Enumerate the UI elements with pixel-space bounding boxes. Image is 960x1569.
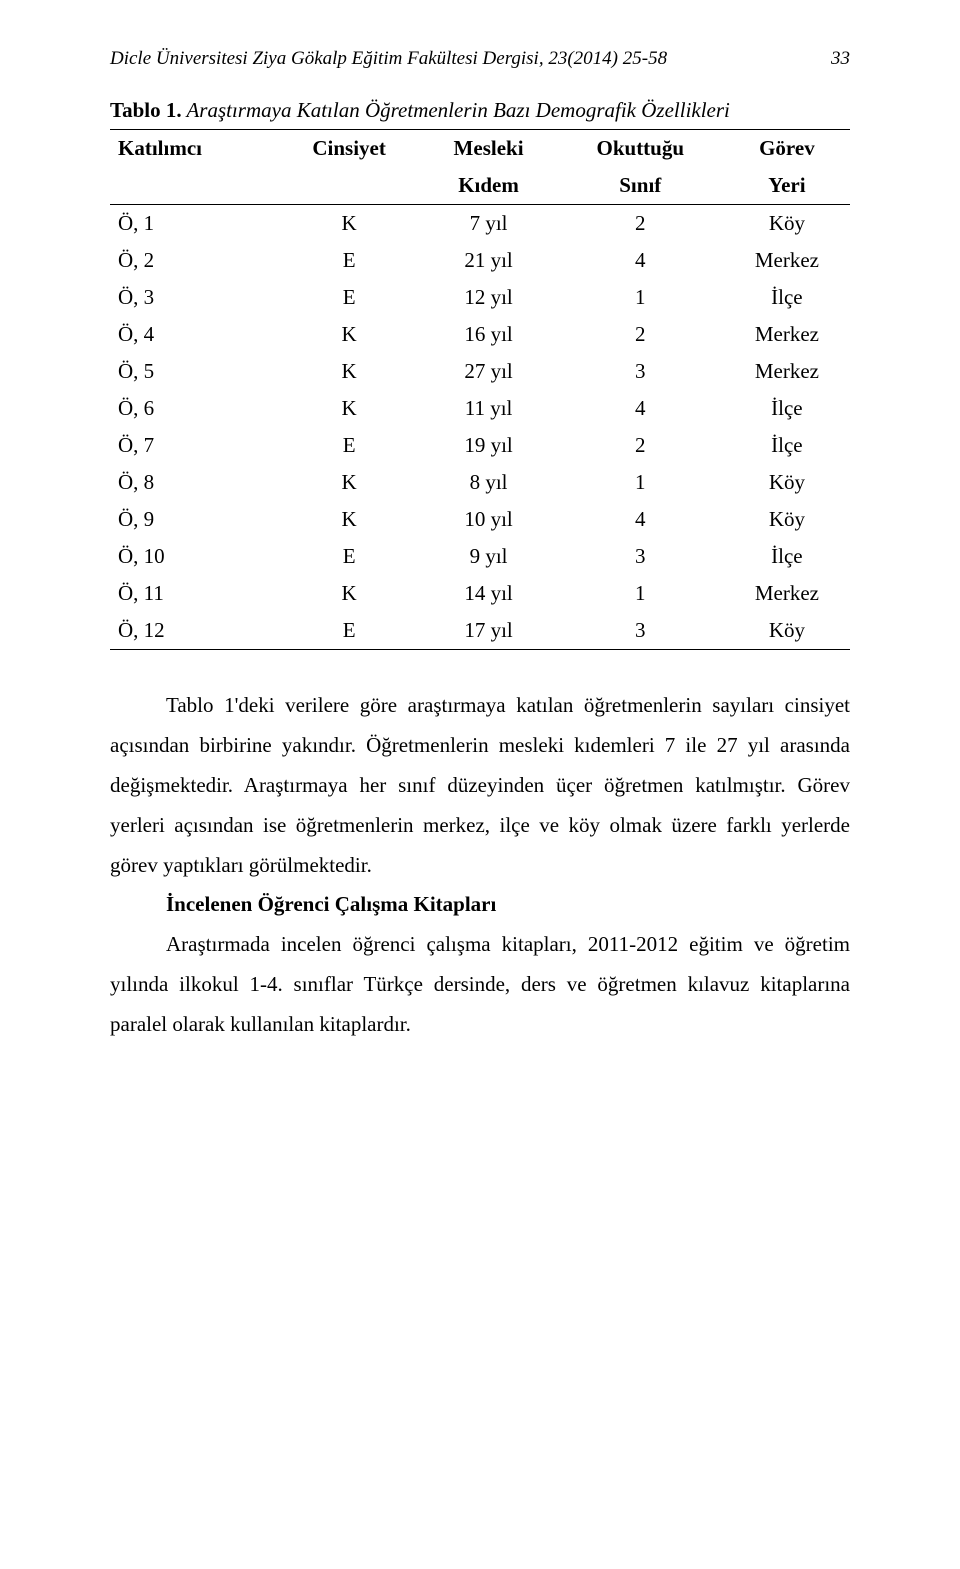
table-cell: 4 <box>557 242 724 279</box>
table-cell: Ö, 8 <box>110 464 278 501</box>
table-cell: 4 <box>557 501 724 538</box>
demographics-table: Katılımcı Cinsiyet Mesleki Okuttuğu Göre… <box>110 129 850 650</box>
table-header-row: Katılımcı Cinsiyet Mesleki Okuttuğu Göre… <box>110 130 850 168</box>
paragraph-1: Tablo 1'deki verilere göre araştırmaya k… <box>110 686 850 885</box>
table-cell: Merkez <box>724 242 850 279</box>
table-cell: 19 yıl <box>420 427 556 464</box>
table-cell: İlçe <box>724 427 850 464</box>
journal-title: Dicle Üniversitesi Ziya Gökalp Eğitim Fa… <box>110 48 810 70</box>
table-cell: Merkez <box>724 575 850 612</box>
table-cell: 12 yıl <box>420 279 556 316</box>
table-cell: 1 <box>557 575 724 612</box>
table-body: Ö, 1K7 yıl2KöyÖ, 2E21 yıl4MerkezÖ, 3E12 … <box>110 205 850 650</box>
table-cell: E <box>278 538 421 575</box>
table-cell: K <box>278 501 421 538</box>
table-cell: 11 yıl <box>420 390 556 427</box>
table-header-row-2: Kıdem Sınıf Yeri <box>110 167 850 205</box>
col-location-2: Yeri <box>724 167 850 205</box>
col-gender-2 <box>278 167 421 205</box>
table-row: Ö, 8K8 yıl1Köy <box>110 464 850 501</box>
table-cell: 9 yıl <box>420 538 556 575</box>
table-caption: Tablo 1. Araştırmaya Katılan Öğretmenler… <box>110 98 850 123</box>
table-cell: 3 <box>557 353 724 390</box>
table-row: Ö, 4K16 yıl2Merkez <box>110 316 850 353</box>
table-cell: E <box>278 242 421 279</box>
table-cell: Ö, 5 <box>110 353 278 390</box>
table-cell: 2 <box>557 316 724 353</box>
table-cell: 2 <box>557 427 724 464</box>
table-row: Ö, 10E9 yıl3İlçe <box>110 538 850 575</box>
col-grade: Okuttuğu <box>557 130 724 168</box>
table-row: Ö, 12E17 yıl3Köy <box>110 612 850 650</box>
table-row: Ö, 11K14 yıl1Merkez <box>110 575 850 612</box>
col-grade-2: Sınıf <box>557 167 724 205</box>
table-row: Ö, 1K7 yıl2Köy <box>110 205 850 243</box>
table-cell: Ö, 11 <box>110 575 278 612</box>
table-cell: Ö, 1 <box>110 205 278 243</box>
paragraph-2: Araştırmada incelen öğrenci çalışma kita… <box>110 925 850 1045</box>
table-cell: 8 yıl <box>420 464 556 501</box>
table-cell: E <box>278 612 421 650</box>
table-cell: E <box>278 279 421 316</box>
table-cell: 3 <box>557 538 724 575</box>
table-cell: E <box>278 427 421 464</box>
table-cell: 1 <box>557 279 724 316</box>
table-cell: Merkez <box>724 353 850 390</box>
table-row: Ö, 6K11 yıl4İlçe <box>110 390 850 427</box>
table-cell: 3 <box>557 612 724 650</box>
table-cell: Köy <box>724 612 850 650</box>
table-cell: Köy <box>724 501 850 538</box>
page-number: 33 <box>810 48 850 70</box>
table-cell: 27 yıl <box>420 353 556 390</box>
running-header: Dicle Üniversitesi Ziya Gökalp Eğitim Fa… <box>110 48 850 70</box>
table-cell: 16 yıl <box>420 316 556 353</box>
table-cell: İlçe <box>724 390 850 427</box>
table-cell: 7 yıl <box>420 205 556 243</box>
table-cell: 14 yıl <box>420 575 556 612</box>
table-cell: Ö, 2 <box>110 242 278 279</box>
table-cell: 21 yıl <box>420 242 556 279</box>
table-cell: Ö, 12 <box>110 612 278 650</box>
table-cell: 1 <box>557 464 724 501</box>
table-cell: Köy <box>724 205 850 243</box>
table-cell: K <box>278 205 421 243</box>
table-cell: Ö, 6 <box>110 390 278 427</box>
table-cell: 17 yıl <box>420 612 556 650</box>
col-location: Görev <box>724 130 850 168</box>
table-row: Ö, 2E21 yıl4Merkez <box>110 242 850 279</box>
document-page: Dicle Üniversitesi Ziya Gökalp Eğitim Fa… <box>0 0 960 1105</box>
col-seniority: Mesleki <box>420 130 556 168</box>
table-cell: İlçe <box>724 279 850 316</box>
table-row: Ö, 7E19 yıl2İlçe <box>110 427 850 464</box>
col-gender: Cinsiyet <box>278 130 421 168</box>
table-cell: 2 <box>557 205 724 243</box>
table-cell: K <box>278 353 421 390</box>
col-participant: Katılımcı <box>110 130 278 168</box>
body-text: Tablo 1'deki verilere göre araştırmaya k… <box>110 686 850 1045</box>
table-cell: K <box>278 464 421 501</box>
table-cell: Ö, 3 <box>110 279 278 316</box>
table-cell: Ö, 10 <box>110 538 278 575</box>
table-caption-label: Tablo 1. <box>110 98 182 122</box>
table-cell: Ö, 7 <box>110 427 278 464</box>
table-cell: K <box>278 316 421 353</box>
table-cell: Ö, 4 <box>110 316 278 353</box>
table-row: Ö, 3E12 yıl1İlçe <box>110 279 850 316</box>
table-cell: 4 <box>557 390 724 427</box>
table-cell: Ö, 9 <box>110 501 278 538</box>
table-row: Ö, 9K10 yıl4Köy <box>110 501 850 538</box>
col-participant-2 <box>110 167 278 205</box>
table-row: Ö, 5K27 yıl3Merkez <box>110 353 850 390</box>
col-seniority-2: Kıdem <box>420 167 556 205</box>
section-heading: İncelenen Öğrenci Çalışma Kitapları <box>110 885 850 925</box>
table-cell: Köy <box>724 464 850 501</box>
table-cell: İlçe <box>724 538 850 575</box>
table-cell: K <box>278 390 421 427</box>
table-caption-text: Araştırmaya Katılan Öğretmenlerin Bazı D… <box>182 98 730 122</box>
table-cell: K <box>278 575 421 612</box>
table-cell: 10 yıl <box>420 501 556 538</box>
table-cell: Merkez <box>724 316 850 353</box>
